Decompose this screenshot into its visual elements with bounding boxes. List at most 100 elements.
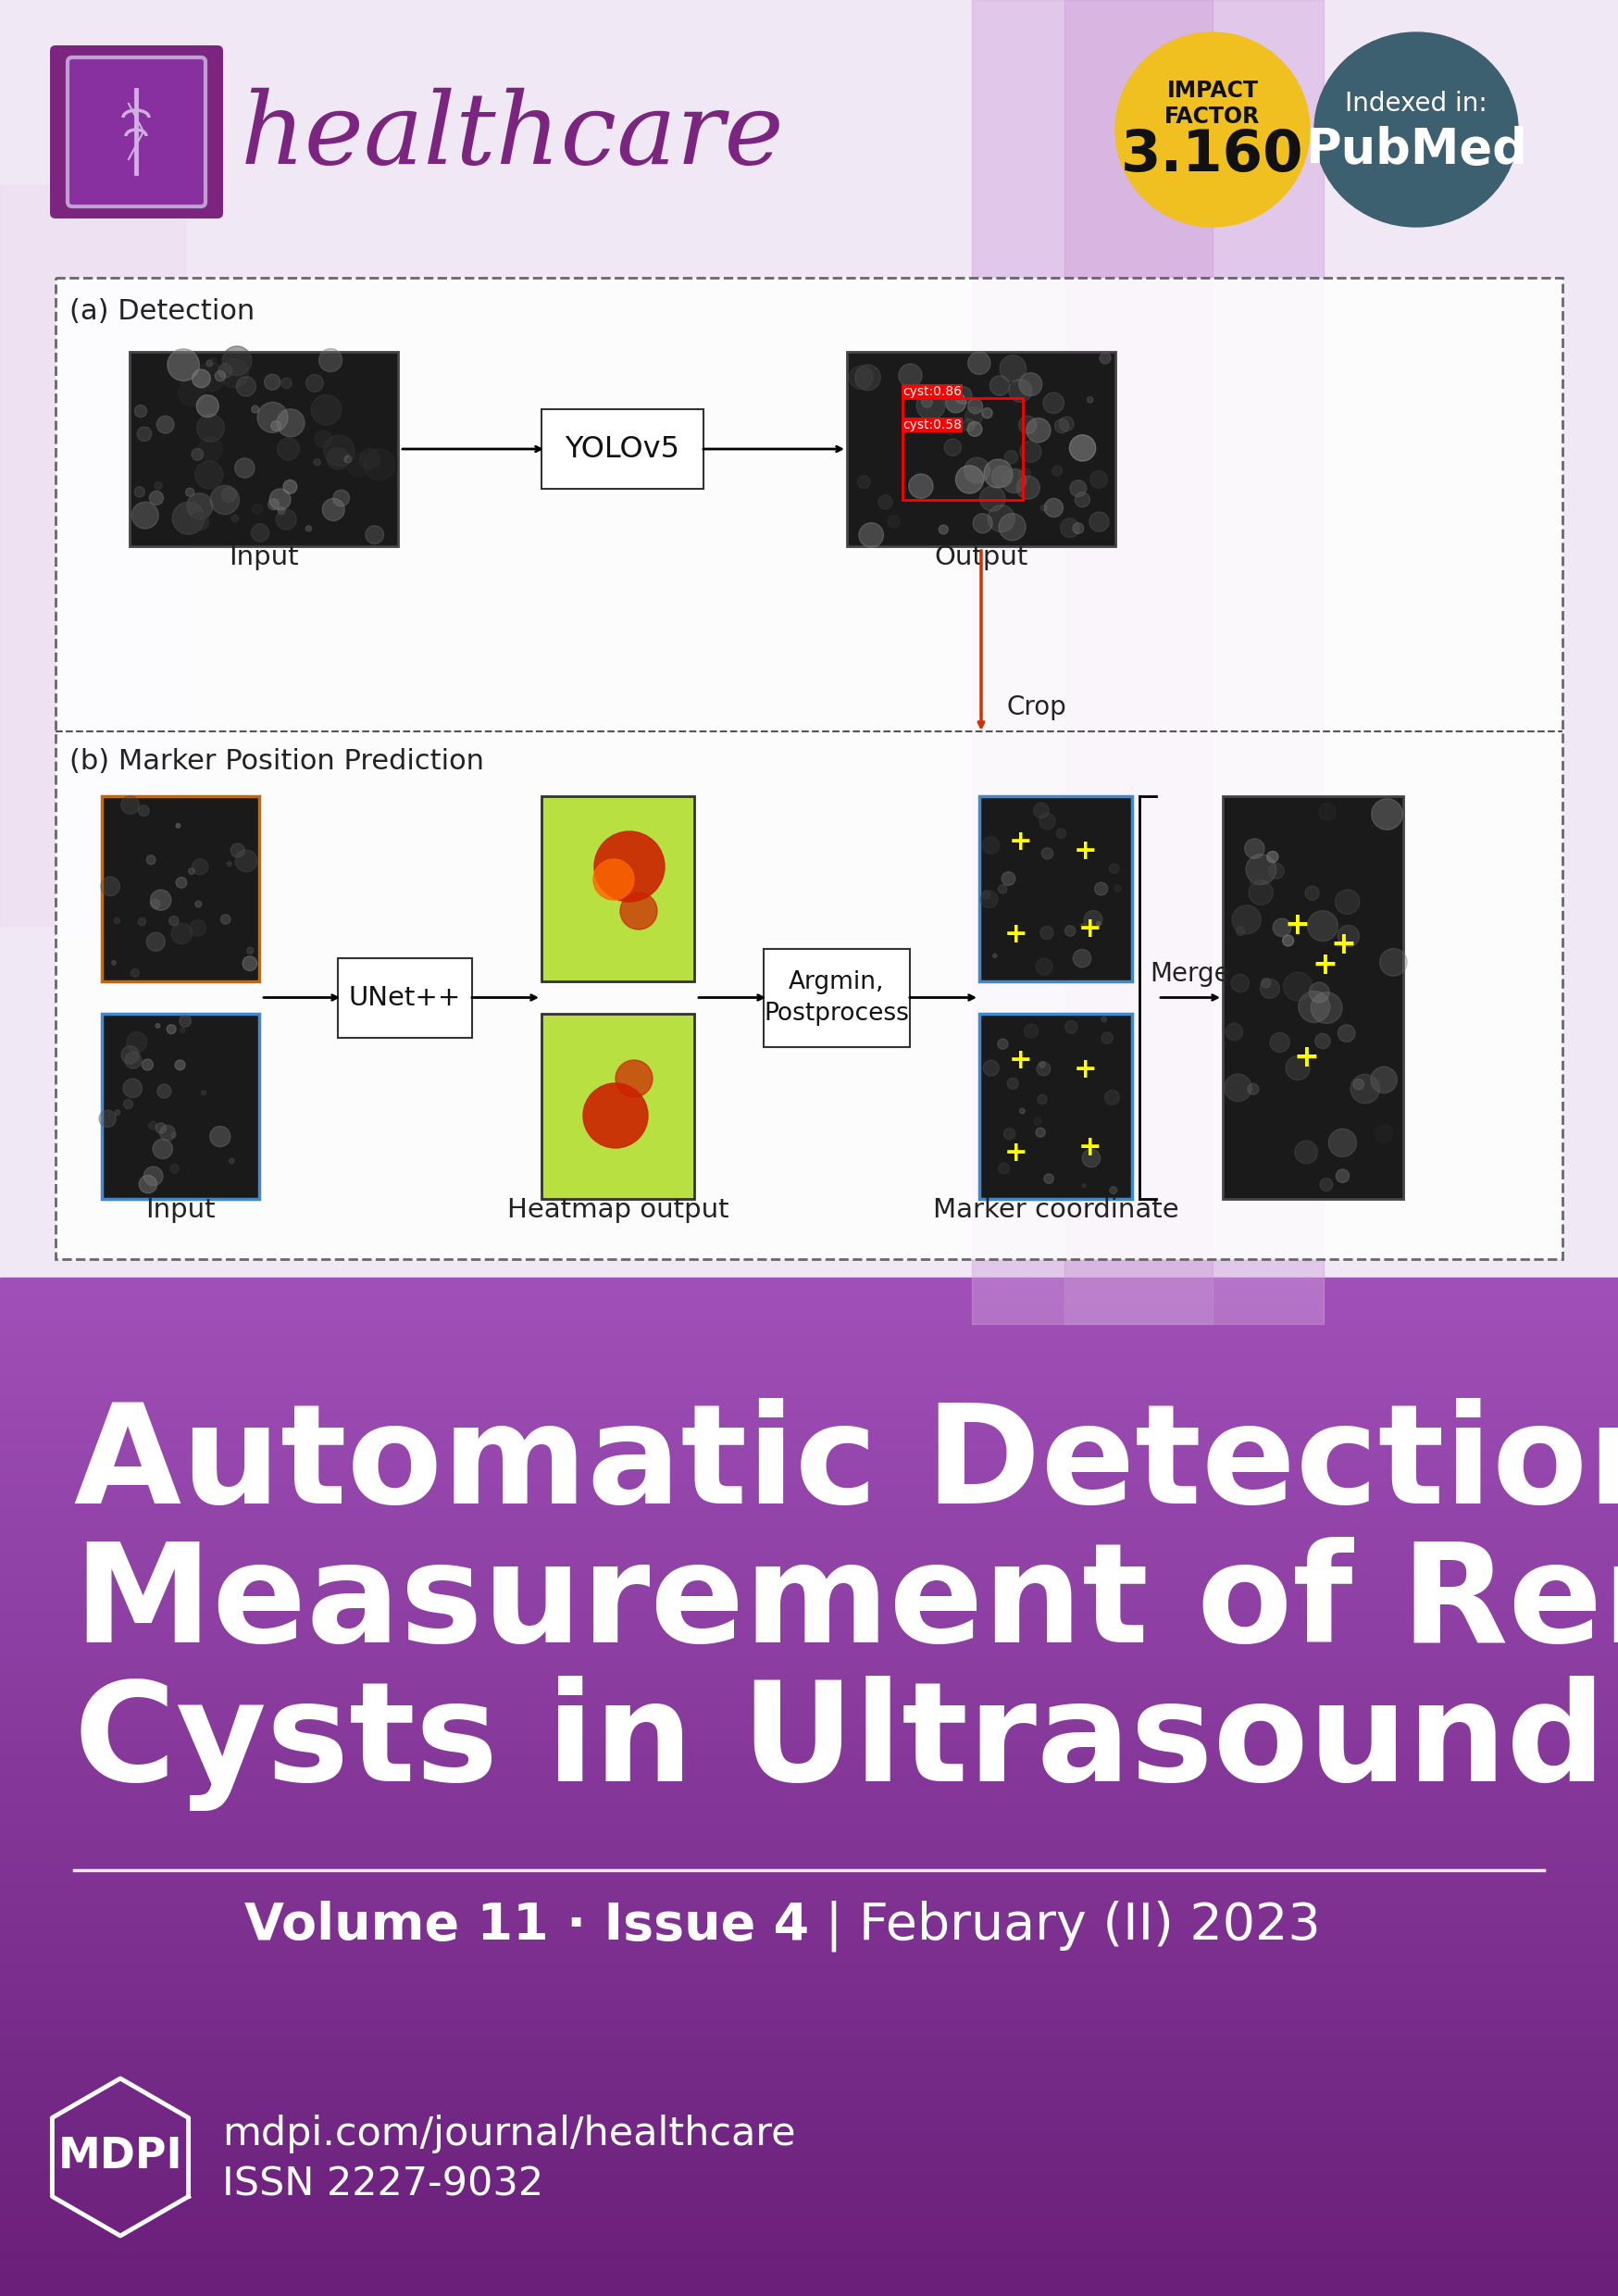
Circle shape [1105, 1091, 1120, 1104]
Circle shape [172, 1132, 176, 1139]
Bar [0, 1766, 1618, 1773]
Circle shape [1380, 948, 1408, 976]
Circle shape [176, 877, 186, 889]
Circle shape [1270, 1033, 1290, 1052]
Bar [0, 0, 1618, 1325]
Bar [0, 1786, 1618, 1793]
Circle shape [115, 1109, 120, 1116]
Circle shape [998, 884, 1006, 893]
Circle shape [1315, 1033, 1330, 1049]
FancyBboxPatch shape [55, 278, 1563, 1258]
Circle shape [1336, 1169, 1349, 1182]
Bar [0, 2170, 1618, 2174]
Circle shape [620, 893, 657, 930]
Circle shape [306, 526, 312, 530]
Circle shape [251, 406, 259, 413]
Circle shape [938, 526, 948, 535]
Circle shape [178, 379, 205, 406]
Bar [0, 1359, 1618, 1366]
Bar [0, 1832, 1618, 1839]
Circle shape [1335, 1141, 1348, 1155]
Bar [0, 1421, 1618, 1426]
Circle shape [1036, 1127, 1045, 1137]
Circle shape [243, 955, 257, 971]
Bar [0, 2183, 1618, 2190]
Bar [0, 2128, 1618, 2133]
Bar [0, 2229, 1618, 2236]
Circle shape [191, 448, 204, 459]
Bar [0, 2037, 1618, 2043]
Circle shape [1338, 1024, 1356, 1042]
Circle shape [981, 891, 998, 907]
Bar [0, 2195, 1618, 2200]
Circle shape [277, 409, 304, 436]
Bar [0, 2041, 1618, 2048]
Text: +: + [1293, 1042, 1319, 1072]
Circle shape [1040, 505, 1047, 512]
Bar [0, 1538, 1618, 1543]
Bar [0, 1903, 1618, 1910]
Bar [0, 1986, 1618, 1991]
Bar [0, 2057, 1618, 2062]
Circle shape [615, 1061, 652, 1097]
Bar [0, 2062, 1618, 2069]
Bar [0, 1497, 1618, 1502]
Circle shape [314, 459, 320, 466]
Circle shape [147, 856, 155, 863]
Circle shape [322, 498, 345, 521]
Text: +: + [1005, 1139, 1027, 1166]
Bar [0, 2200, 1618, 2204]
Circle shape [1026, 418, 1050, 443]
Bar [0, 1384, 1618, 1391]
Circle shape [1082, 1150, 1100, 1166]
Circle shape [222, 347, 251, 377]
Circle shape [186, 494, 212, 519]
Circle shape [1042, 847, 1053, 859]
Bar [0, 2255, 1618, 2262]
Bar [0, 1472, 1618, 1476]
Circle shape [964, 457, 990, 482]
Bar [0, 1609, 1618, 1614]
Bar [0, 1414, 1618, 1421]
Bar [0, 2216, 1618, 2220]
Bar [0, 1782, 1618, 1789]
Text: ISSN 2227-9032: ISSN 2227-9032 [222, 2165, 544, 2204]
Bar [0, 2007, 1618, 2011]
Circle shape [879, 496, 893, 510]
Bar [0, 1557, 1618, 1564]
FancyBboxPatch shape [764, 948, 909, 1047]
Bar [0, 2016, 1618, 2023]
Text: Merge: Merge [1150, 960, 1230, 987]
Circle shape [170, 916, 178, 925]
Bar [0, 1531, 1618, 1538]
Bar [0, 1593, 1618, 1600]
Bar [0, 1979, 1618, 1986]
Ellipse shape [1314, 32, 1518, 227]
Ellipse shape [1115, 32, 1309, 227]
Circle shape [1294, 1141, 1317, 1164]
Circle shape [1283, 934, 1294, 946]
Circle shape [134, 404, 147, 418]
Bar [0, 1802, 1618, 1809]
Circle shape [248, 948, 254, 953]
Circle shape [1010, 379, 1032, 402]
Bar [0, 2241, 1618, 2245]
Circle shape [218, 363, 231, 379]
Bar [0, 2220, 1618, 2225]
Circle shape [345, 455, 351, 464]
Circle shape [155, 1123, 167, 1134]
Circle shape [131, 503, 159, 528]
Bar [0, 1304, 1618, 1309]
Bar [0, 2087, 1618, 2094]
Circle shape [1319, 804, 1336, 820]
Circle shape [188, 868, 194, 875]
Circle shape [99, 1111, 116, 1127]
Circle shape [235, 850, 257, 872]
Circle shape [1034, 1118, 1042, 1125]
Bar [0, 1318, 1618, 1325]
Circle shape [264, 374, 280, 390]
Circle shape [982, 409, 992, 418]
Bar [0, 1991, 1618, 1998]
Circle shape [277, 510, 296, 530]
Circle shape [172, 923, 193, 944]
